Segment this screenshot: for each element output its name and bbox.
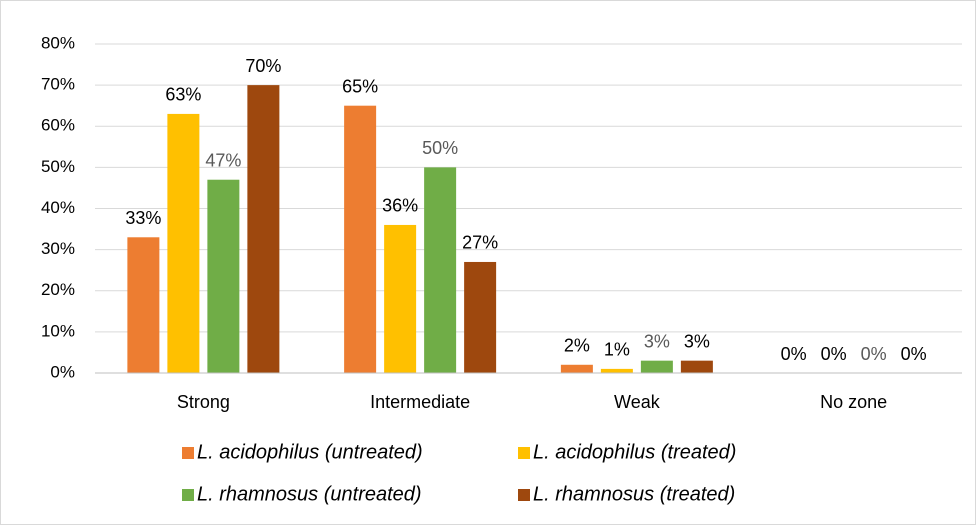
y-tick-label: 80% bbox=[41, 33, 75, 52]
x-tick-label: Strong bbox=[177, 392, 230, 412]
bar bbox=[344, 105, 377, 373]
bar bbox=[640, 360, 673, 373]
data-label: 3% bbox=[684, 331, 710, 351]
data-label: 63% bbox=[165, 85, 201, 105]
data-label: 50% bbox=[422, 138, 458, 158]
bar bbox=[247, 85, 280, 373]
legend-label: L. rhamnosus (treated) bbox=[533, 483, 735, 505]
bar bbox=[560, 364, 593, 373]
data-label: 0% bbox=[901, 344, 927, 364]
legend-label: L. rhamnosus (untreated) bbox=[197, 483, 422, 505]
y-tick-label: 20% bbox=[41, 280, 75, 299]
x-tick-label: Intermediate bbox=[370, 392, 470, 412]
y-tick-label: 70% bbox=[41, 75, 75, 94]
legend-swatch bbox=[518, 489, 530, 501]
data-label: 1% bbox=[604, 340, 630, 360]
legend-label: L. acidophilus (untreated) bbox=[197, 441, 423, 463]
data-label: 3% bbox=[644, 331, 670, 351]
data-label: 47% bbox=[205, 150, 241, 170]
bar bbox=[680, 360, 713, 373]
bar bbox=[127, 237, 160, 373]
y-tick-label: 10% bbox=[41, 321, 75, 340]
data-label: 27% bbox=[462, 233, 498, 253]
legend-swatch bbox=[182, 447, 194, 459]
data-label: 0% bbox=[781, 344, 807, 364]
y-tick-label: 40% bbox=[41, 198, 75, 217]
legend-swatch bbox=[518, 447, 530, 459]
bar bbox=[600, 368, 633, 373]
bar bbox=[384, 224, 417, 373]
data-label: 36% bbox=[382, 196, 418, 216]
x-tick-label: No zone bbox=[820, 392, 887, 412]
legend-swatch bbox=[182, 489, 194, 501]
y-tick-label: 0% bbox=[50, 362, 75, 381]
data-label: 70% bbox=[245, 56, 281, 76]
bar bbox=[464, 261, 497, 373]
data-label: 65% bbox=[342, 76, 378, 96]
data-label: 2% bbox=[564, 336, 590, 356]
y-tick-label: 60% bbox=[41, 116, 75, 135]
data-label: 0% bbox=[861, 344, 887, 364]
bar bbox=[167, 113, 200, 373]
x-tick-label: Weak bbox=[614, 392, 661, 412]
legend-label: L. acidophilus (treated) bbox=[533, 441, 736, 463]
y-tick-label: 50% bbox=[41, 157, 75, 176]
data-label: 33% bbox=[125, 208, 161, 228]
y-tick-label: 30% bbox=[41, 239, 75, 258]
bar bbox=[207, 179, 240, 373]
data-label: 0% bbox=[821, 344, 847, 364]
bar bbox=[424, 167, 457, 373]
